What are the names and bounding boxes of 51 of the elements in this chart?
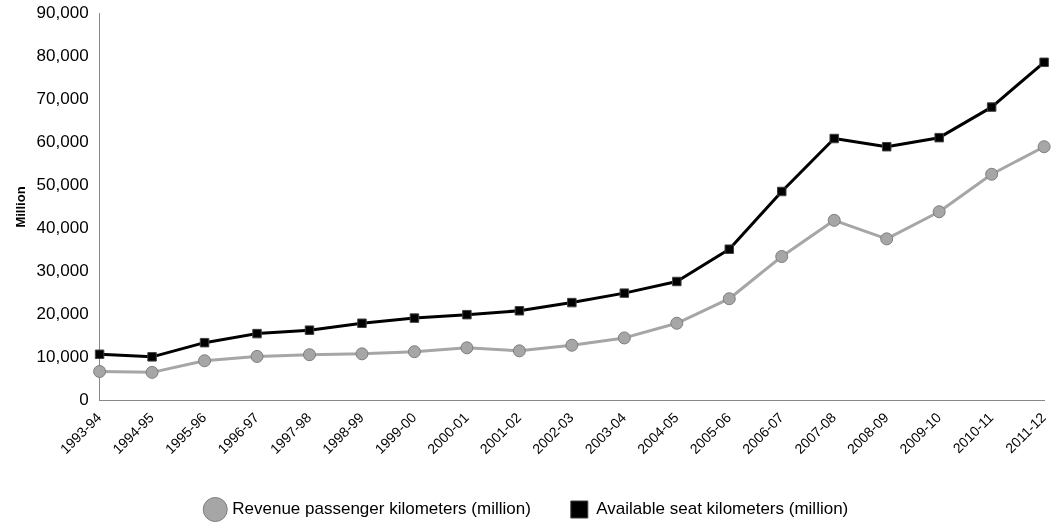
y-tick-label: 80,000 xyxy=(36,45,89,65)
point xyxy=(198,354,212,368)
point xyxy=(199,337,210,348)
point xyxy=(252,328,262,339)
point xyxy=(1039,57,1049,68)
y-tick-label: 0 xyxy=(79,390,89,410)
point xyxy=(304,325,315,335)
y-tick-label: 60,000 xyxy=(36,132,89,152)
point xyxy=(462,309,472,320)
point xyxy=(777,186,787,197)
point xyxy=(827,213,841,227)
y-tick-label: 20,000 xyxy=(36,304,89,324)
point xyxy=(567,297,577,308)
point xyxy=(302,348,316,362)
point xyxy=(357,318,367,329)
point xyxy=(617,331,631,345)
point xyxy=(250,349,264,363)
point xyxy=(619,288,630,298)
point xyxy=(670,316,684,330)
point xyxy=(512,344,526,358)
point xyxy=(881,141,892,152)
y-tick-label: 70,000 xyxy=(36,89,89,109)
y-tick-label: 50,000 xyxy=(36,175,89,195)
point xyxy=(672,276,682,287)
y-axis-title: Million xyxy=(13,186,29,228)
point xyxy=(775,250,789,264)
point xyxy=(986,102,997,112)
point xyxy=(145,365,159,379)
y-tick-label: 30,000 xyxy=(36,261,89,281)
point xyxy=(94,349,105,360)
point xyxy=(407,345,421,359)
point xyxy=(1037,140,1051,154)
point xyxy=(829,133,839,144)
y-tick-label: 10,000 xyxy=(36,347,89,367)
point xyxy=(514,306,525,316)
legend-label: Available seat kilometers (million) xyxy=(596,499,849,519)
point xyxy=(460,341,474,355)
point xyxy=(724,244,735,254)
y-tick-label: 40,000 xyxy=(36,218,89,238)
point xyxy=(722,292,736,306)
point xyxy=(147,352,157,362)
point xyxy=(880,232,894,246)
y-tick-label: 90,000 xyxy=(36,2,89,22)
point xyxy=(93,365,107,379)
point xyxy=(409,313,420,323)
point xyxy=(355,347,369,361)
point xyxy=(932,205,946,219)
point xyxy=(985,167,999,181)
point xyxy=(934,132,944,143)
legend-label: Revenue passenger kilometers (million) xyxy=(232,499,531,519)
point xyxy=(565,338,579,352)
